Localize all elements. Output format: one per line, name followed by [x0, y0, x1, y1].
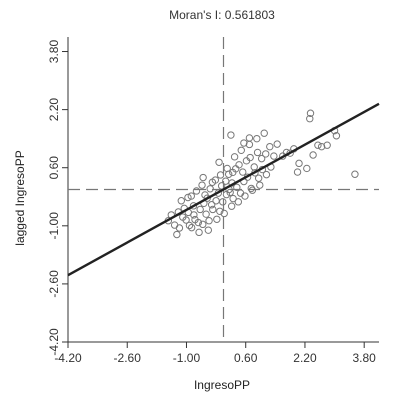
- data-point: [248, 186, 257, 194]
- data-point: [257, 154, 266, 163]
- data-point: [173, 230, 181, 239]
- data-point: [309, 151, 317, 159]
- y-tick-label: 3.80: [47, 40, 61, 64]
- data-point: [182, 216, 190, 224]
- chart-title: Moran's I: 0.561803: [169, 8, 275, 22]
- data-point: [323, 141, 331, 149]
- plot-area: -4.20 -2.60 -1.00 0.60 2.20 3.80 -4.20 -2.60 -1.…: [47, 37, 380, 365]
- data-point: [185, 221, 194, 230]
- data-point: [209, 205, 217, 214]
- data-point: [189, 202, 198, 210]
- data-point: [351, 170, 359, 178]
- data-point: [235, 161, 243, 169]
- data-point: [230, 153, 239, 161]
- x-tick-label: 2.20: [293, 351, 317, 365]
- data-point: [202, 210, 210, 218]
- x-tick-label: 3.80: [353, 351, 377, 365]
- data-point: [317, 142, 326, 151]
- data-point: [233, 183, 241, 192]
- data-point: [253, 134, 261, 143]
- data-point: [201, 191, 209, 199]
- data-point: [246, 153, 254, 162]
- data-point: [207, 201, 216, 209]
- y-tick-label: -4.20: [47, 328, 61, 356]
- data-point: [229, 168, 237, 177]
- data-point: [295, 159, 303, 168]
- data-point: [306, 109, 315, 117]
- data-point: [219, 198, 227, 206]
- data-point: [199, 220, 207, 229]
- data-point: [234, 198, 243, 206]
- data-point: [187, 192, 195, 200]
- y-tick-label: 0.60: [47, 156, 61, 180]
- x-tick-label: -4.20: [54, 351, 82, 365]
- data-point: [175, 224, 184, 232]
- data-point: [216, 207, 224, 215]
- data-point: [194, 218, 203, 227]
- data-point: [273, 140, 281, 148]
- data-point: [239, 168, 247, 176]
- x-axis-label: IngresoPP: [194, 378, 250, 392]
- data-point: [187, 223, 196, 232]
- y-tick-label: 2.20: [47, 98, 61, 122]
- data-point: [170, 221, 179, 229]
- data-point: [260, 129, 268, 137]
- regression-line: [67, 102, 380, 277]
- data-point: [253, 148, 262, 157]
- data-point: [208, 178, 217, 186]
- data-point: [241, 192, 249, 200]
- data-point: [204, 226, 213, 234]
- data-point: [177, 197, 185, 205]
- data-point: [237, 146, 245, 154]
- data-point: [314, 141, 322, 149]
- data-point: [215, 158, 223, 166]
- y-axis-label: lagged IngresoPP: [13, 150, 27, 245]
- data-point: [240, 139, 248, 147]
- data-point: [199, 173, 207, 182]
- data-point: [332, 132, 341, 140]
- data-point: [245, 134, 254, 142]
- data-point: [217, 182, 226, 190]
- x-tick-label: 0.60: [234, 351, 258, 365]
- data-point: [254, 174, 263, 182]
- data-point: [184, 193, 192, 202]
- data-point: [229, 194, 237, 203]
- data-point: [198, 181, 206, 189]
- data-point: [205, 217, 213, 225]
- data-point: [293, 168, 302, 176]
- data-point: [195, 228, 203, 237]
- data-point: [306, 114, 314, 123]
- y-tick-label: -1.00: [47, 212, 61, 240]
- data-point: [250, 163, 258, 171]
- data-point: [262, 170, 271, 179]
- data-point: [227, 202, 236, 210]
- data-point: [206, 185, 214, 193]
- data-point: [256, 181, 264, 189]
- data-point: [223, 164, 231, 173]
- data-point: [303, 164, 311, 173]
- data-point: [220, 209, 228, 218]
- data-point: [192, 187, 201, 195]
- y-tick-label: -2.60: [47, 270, 61, 298]
- data-point: [262, 150, 270, 158]
- data-point: [213, 215, 221, 223]
- x-tick-label: -2.60: [114, 351, 142, 365]
- data-point: [266, 142, 274, 151]
- x-tick-label: -1.00: [173, 351, 201, 365]
- data-point: [270, 152, 278, 160]
- data-point: [216, 171, 225, 179]
- data-point: [196, 205, 204, 214]
- data-point: [227, 131, 235, 139]
- data-point: [247, 184, 255, 193]
- data-point: [190, 211, 198, 219]
